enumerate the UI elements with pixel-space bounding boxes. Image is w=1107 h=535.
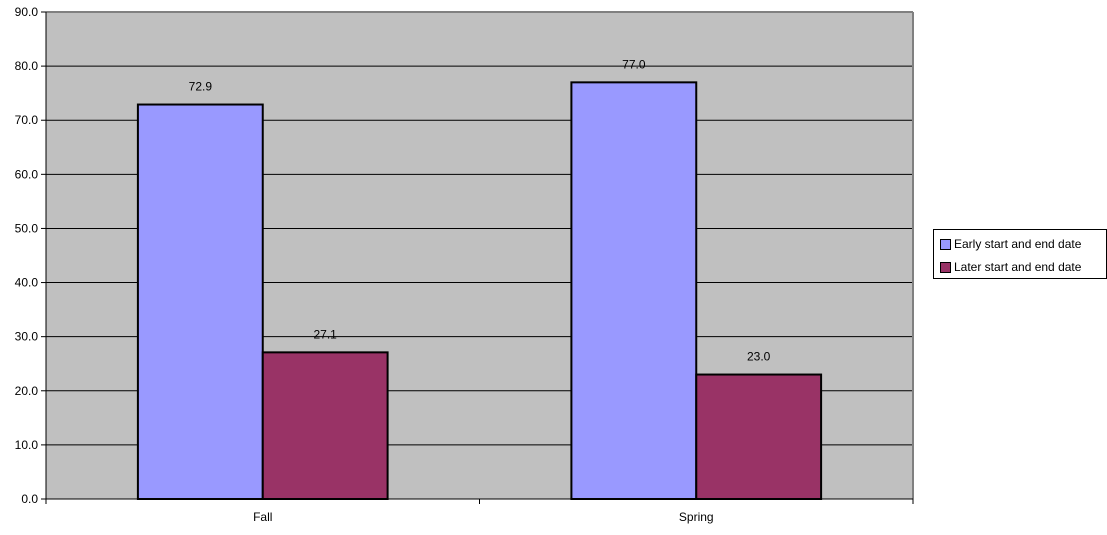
bar-spring-series-1 xyxy=(570,81,698,500)
y-tick-label: 60.0 xyxy=(15,167,39,181)
y-tick-label: 20.0 xyxy=(15,384,39,398)
legend: Early start and end date Later start and… xyxy=(933,229,1107,279)
legend-label-later: Later start and end date xyxy=(954,260,1082,274)
x-category-label-spring: Spring xyxy=(679,510,714,524)
bar-fall-series-1 xyxy=(136,103,264,500)
y-axis-tick-labels: 0.0 10.0 20.0 30.0 40.0 50.0 60.0 70.0 80.0 90.0 xyxy=(15,5,39,506)
data-label-spring-series-2: 23.0 xyxy=(747,350,771,364)
data-label-spring-series-1: 77.0 xyxy=(622,57,646,71)
bar-spring-series-2 xyxy=(695,373,823,500)
x-category-label-fall: Fall xyxy=(253,510,272,524)
y-tick-label: 90.0 xyxy=(15,5,39,19)
x-axis-category-labels: Fall Spring xyxy=(253,510,714,524)
y-tick-label: 30.0 xyxy=(15,330,39,344)
legend-item-later: Later start and end date xyxy=(940,259,1081,275)
bars xyxy=(136,81,823,500)
legend-swatch-early xyxy=(940,238,951,250)
data-label-fall-series-1: 72.9 xyxy=(189,80,213,94)
y-tick-label: 50.0 xyxy=(15,221,39,235)
y-tick-label: 40.0 xyxy=(15,276,39,290)
axes xyxy=(41,11,914,504)
y-tick-label: 80.0 xyxy=(15,59,39,73)
legend-label-early: Early start and end date xyxy=(954,237,1082,251)
bar-fall-series-2 xyxy=(261,351,389,500)
data-labels: 72.9 27.1 77.0 23.0 xyxy=(189,57,771,363)
y-tick-label: 0.0 xyxy=(21,492,38,506)
legend-item-early: Early start and end date xyxy=(940,236,1081,252)
legend-swatch-later xyxy=(940,261,951,273)
y-tick-label: 70.0 xyxy=(15,113,39,127)
y-tick-label: 10.0 xyxy=(15,438,39,452)
data-label-fall-series-2: 27.1 xyxy=(313,327,337,341)
